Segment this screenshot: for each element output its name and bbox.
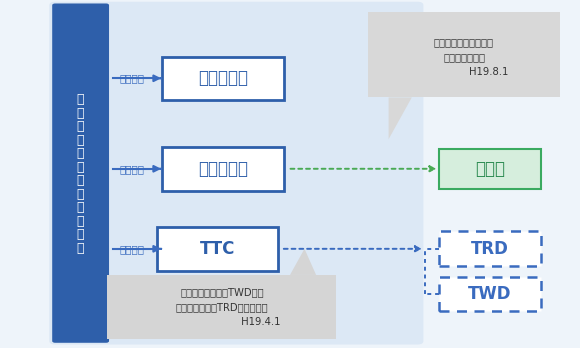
Text: 子会社化: 子会社化 (119, 244, 145, 254)
Text: 子会社化: 子会社化 (119, 164, 145, 174)
Text: 臨海熱供給: 臨海熱供給 (198, 69, 248, 87)
FancyBboxPatch shape (440, 277, 541, 311)
FancyBboxPatch shape (157, 227, 278, 271)
FancyBboxPatch shape (440, 231, 541, 266)
FancyBboxPatch shape (52, 3, 109, 343)
Text: TTC: TTC (200, 240, 235, 258)
Text: 東京都: 東京都 (475, 160, 505, 178)
FancyBboxPatch shape (49, 2, 423, 345)
FancyBboxPatch shape (440, 149, 541, 189)
Text: ゆりかもめ: ゆりかもめ (198, 160, 248, 178)
Text: 子会社化: 子会社化 (119, 73, 145, 83)
Text: 東京都を引受人とする
第三者割当増資
                H19.8.1: 東京都を引受人とする 第三者割当増資 H19.8.1 (419, 38, 509, 77)
Text: TRD: TRD (471, 240, 509, 258)
FancyBboxPatch shape (368, 12, 560, 97)
FancyBboxPatch shape (162, 147, 284, 191)
Polygon shape (389, 97, 412, 139)
Text: TWD: TWD (468, 285, 512, 303)
Text: 東
京
臨
海
ホ
ー
ル
デ
ィ
ン
グ
ス: 東 京 臨 海 ホ ー ル デ ィ ン グ ス (77, 93, 84, 255)
Text: 臨海副都心建設（TWD）、
竹芝地域開発（TRD）との合併
                         H19.4.1: 臨海副都心建設（TWD）、 竹芝地域開発（TRD）との合併 H19.4.1 (164, 287, 281, 327)
FancyBboxPatch shape (107, 275, 336, 339)
FancyBboxPatch shape (162, 57, 284, 100)
Polygon shape (290, 249, 316, 275)
